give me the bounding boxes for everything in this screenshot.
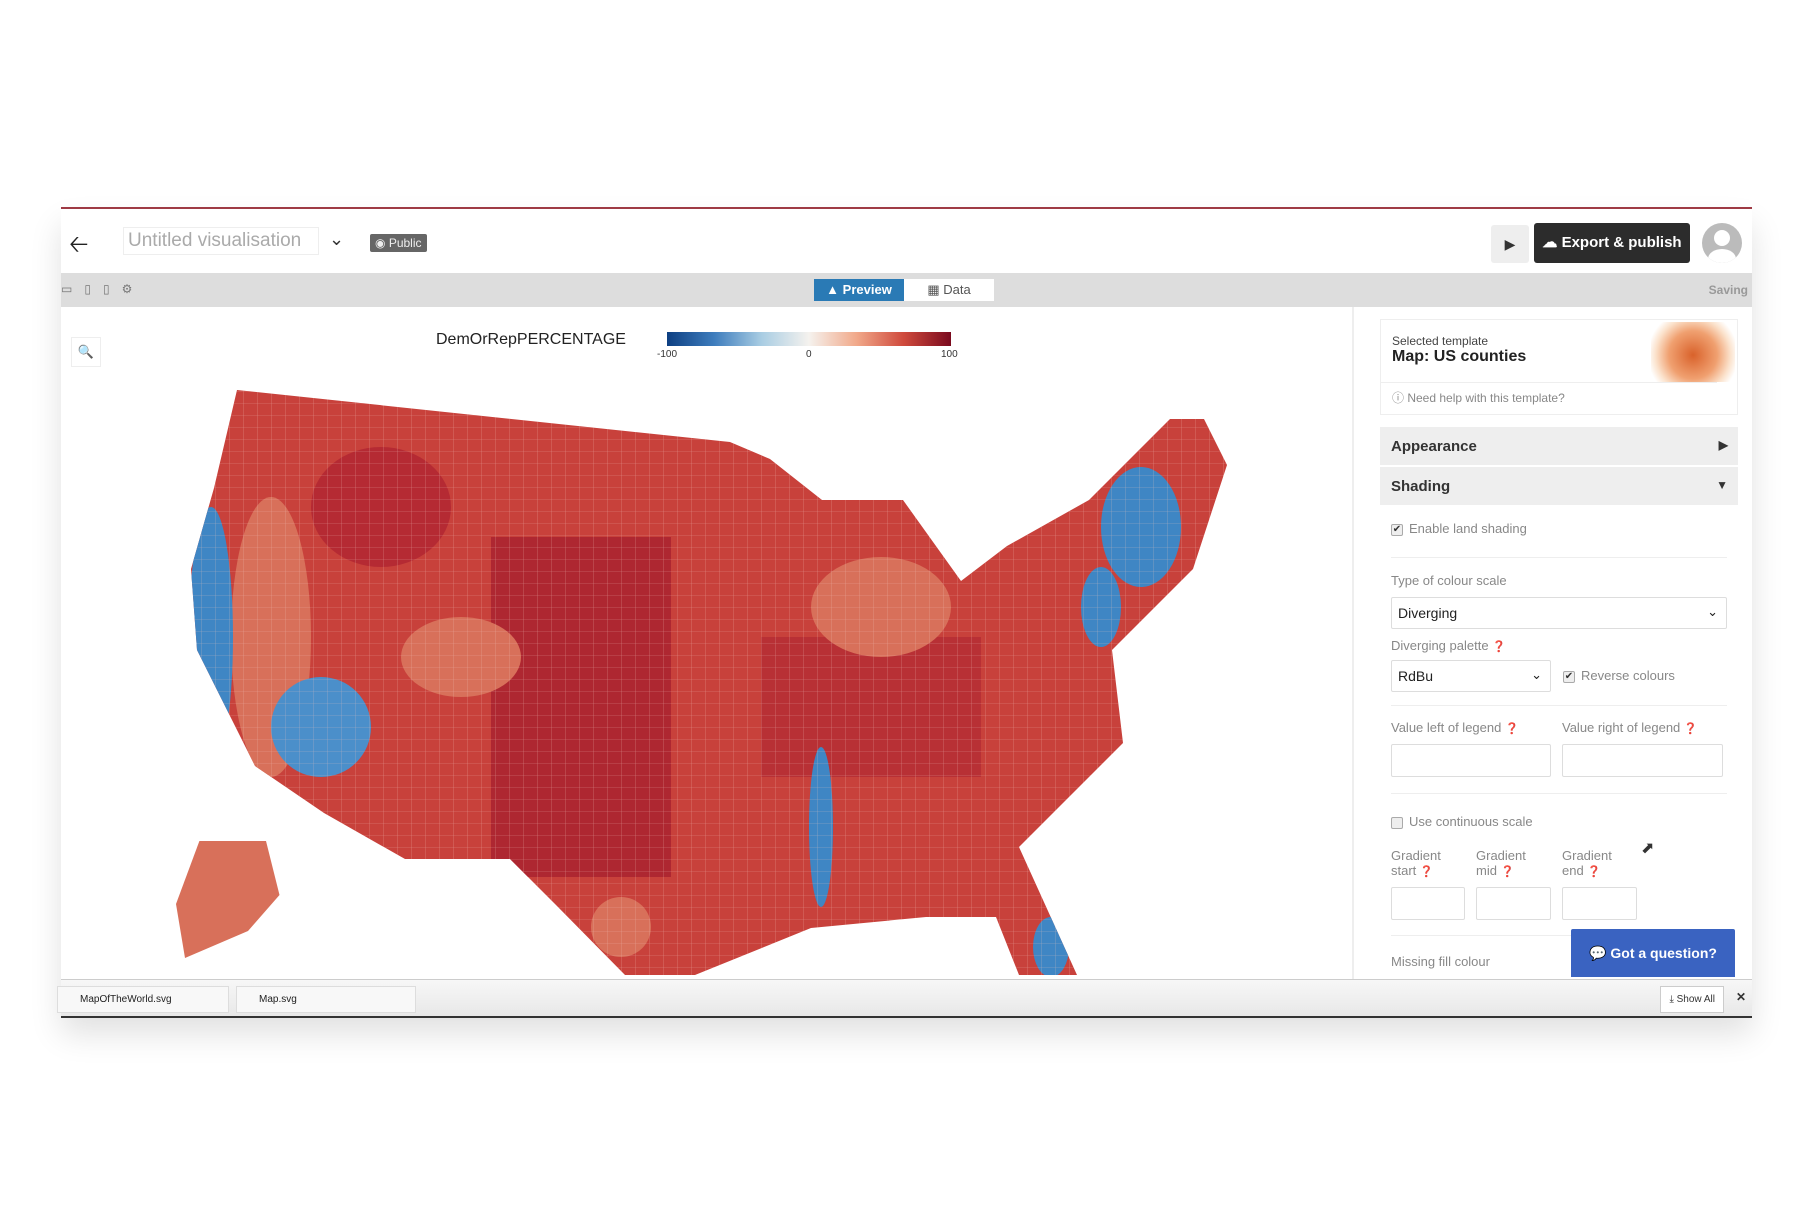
- help-icon[interactable]: ❓: [1419, 866, 1434, 878]
- legend-gradient: [667, 332, 951, 346]
- section-label: Shading: [1391, 478, 1451, 495]
- tablet-icon[interactable]: ▯: [84, 282, 103, 296]
- help-icon[interactable]: ❓: [1504, 723, 1519, 735]
- desktop-icon[interactable]: ▭: [61, 282, 85, 296]
- cloud-upload-icon: ☁: [1542, 234, 1562, 251]
- avatar[interactable]: [1702, 223, 1742, 263]
- alaska: [176, 841, 280, 958]
- tab-preview[interactable]: ▲ Preview: [814, 279, 904, 301]
- visibility-badge[interactable]: ◉ Public: [370, 234, 427, 252]
- divider: [1391, 793, 1727, 794]
- mobile-icon[interactable]: ▯: [102, 282, 122, 296]
- gradient-start-input[interactable]: [1391, 887, 1465, 920]
- chevron-down-icon: ⌄: [1707, 604, 1718, 619]
- visibility-label: Public: [388, 236, 422, 250]
- checkbox[interactable]: [1391, 816, 1403, 829]
- checkbox[interactable]: ✔: [1563, 670, 1575, 683]
- search-icon[interactable]: 🔍: [71, 337, 101, 367]
- section-shading[interactable]: Shading ▼: [1380, 467, 1738, 505]
- help-text: Need help with this template?: [1407, 391, 1565, 405]
- template-card: Selected template Map: US counties ⓘ Nee…: [1380, 319, 1738, 415]
- device-icons: ▭▯▯⚙: [61, 282, 144, 296]
- tab-label: Data: [943, 282, 971, 297]
- value-left-label: Value left of legend ❓: [1391, 720, 1519, 735]
- template-help-link[interactable]: ⓘ Need help with this template?: [1381, 382, 1717, 406]
- export-publish-button[interactable]: ☁ Export & publish: [1534, 223, 1690, 263]
- legend-min: -100: [657, 349, 678, 360]
- value-left-input[interactable]: [1391, 744, 1551, 777]
- info-icon: ⓘ: [1392, 391, 1408, 405]
- caret-down-icon: ▼: [1716, 478, 1728, 492]
- tab-label: Preview: [842, 282, 892, 297]
- download-item[interactable]: MapOfTheWorld.svg: [57, 986, 229, 1013]
- select-value: Diverging: [1398, 605, 1458, 621]
- header: 🡠 Untitled visualisation ⌄ ◉ Public ▶ ☁ …: [61, 209, 1752, 273]
- section-label: Appearance: [1391, 438, 1477, 455]
- gradient-end-label: Gradient end ❓: [1562, 848, 1612, 878]
- help-icon[interactable]: ❓: [1683, 723, 1698, 735]
- palette-select[interactable]: RdBu ⌄: [1391, 660, 1551, 692]
- chat-label: Got a question?: [1610, 945, 1717, 961]
- gradient-end-input[interactable]: [1562, 887, 1637, 920]
- continuous-scale-checkbox[interactable]: Use continuous scale: [1391, 814, 1533, 829]
- divider: [1391, 557, 1727, 558]
- help-icon[interactable]: ❓: [1587, 866, 1602, 878]
- tab-data[interactable]: ▦ Data: [904, 279, 994, 301]
- settings-sidebar: Selected template Map: US counties ⓘ Nee…: [1380, 307, 1752, 979]
- preview-canvas: 🔍 DemOrRepPERCENTAGE -100 0 100: [61, 307, 1354, 979]
- chat-bubble-icon: 💬: [1589, 945, 1611, 961]
- legend-title: DemOrRepPERCENTAGE: [436, 331, 626, 348]
- palette-label: Diverging palette ❓: [1391, 638, 1506, 653]
- colour-scale-select[interactable]: Diverging ⌄: [1391, 597, 1727, 629]
- selected-template-label: Selected template: [1392, 334, 1489, 348]
- reverse-colours-checkbox[interactable]: ✔ Reverse colours: [1563, 668, 1675, 683]
- close-icon[interactable]: ✕: [1735, 990, 1746, 1004]
- select-value: RdBu: [1398, 668, 1434, 684]
- gradient-start-label: Gradient start ❓: [1391, 848, 1441, 878]
- chevron-down-icon: ⌄: [1531, 667, 1542, 682]
- toolbar: ▭▯▯⚙ ▲ Preview ▦ Data Saving: [61, 273, 1752, 307]
- download-item[interactable]: Map.svg: [236, 986, 416, 1013]
- section-appearance[interactable]: Appearance ▶: [1380, 427, 1738, 465]
- gear-icon[interactable]: ⚙: [121, 282, 145, 296]
- checkbox-label: Use continuous scale: [1409, 814, 1533, 829]
- checkbox-label: Enable land shading: [1409, 521, 1527, 536]
- value-right-label: Value right of legend ❓: [1562, 720, 1698, 735]
- show-all-label: Show All: [1676, 994, 1715, 1005]
- colour-scale-label: Type of colour scale: [1391, 573, 1507, 588]
- checkbox[interactable]: ✔: [1391, 523, 1403, 536]
- export-label: Export & publish: [1561, 234, 1682, 251]
- title-input[interactable]: Untitled visualisation: [123, 227, 319, 255]
- download-filename: MapOfTheWorld.svg: [80, 994, 172, 1005]
- us-counties-map[interactable]: [61, 307, 1354, 979]
- play-preview-button[interactable]: ▶: [1491, 225, 1529, 263]
- divider: [1391, 705, 1727, 706]
- chat-button[interactable]: 💬 Got a question?: [1571, 929, 1735, 977]
- divider: [1391, 935, 1727, 936]
- eye-icon: ◉: [375, 236, 389, 250]
- help-icon[interactable]: ❓: [1500, 866, 1515, 878]
- legend-max: 100: [941, 349, 958, 360]
- gradient-mid-input[interactable]: [1476, 887, 1551, 920]
- arrow-left-icon[interactable]: 🡠: [69, 231, 89, 258]
- download-icon: ⤓: [1669, 994, 1677, 1005]
- template-thumbnail[interactable]: [1651, 322, 1735, 382]
- mouse-cursor: ⬈: [1641, 840, 1655, 857]
- app-window: 🡠 Untitled visualisation ⌄ ◉ Public ▶ ☁ …: [57, 207, 1752, 1018]
- show-all-button[interactable]: ⤓ Show All: [1660, 986, 1724, 1013]
- downloads-bar: MapOfTheWorld.svg Map.svg ⤓ Show All ✕: [57, 979, 1752, 1018]
- gradient-mid-label: Gradient mid ❓: [1476, 848, 1526, 878]
- value-right-input[interactable]: [1562, 744, 1723, 777]
- chevron-down-icon[interactable]: ⌄: [329, 229, 345, 249]
- checkbox-label: Reverse colours: [1581, 668, 1675, 683]
- legend-mid: 0: [806, 349, 812, 360]
- help-icon[interactable]: ❓: [1492, 641, 1506, 653]
- missing-fill-label: Missing fill colour: [1391, 954, 1490, 969]
- enable-land-shading-checkbox[interactable]: ✔ Enable land shading: [1391, 521, 1527, 536]
- save-status: Saving: [1708, 283, 1748, 297]
- template-name: Map: US counties: [1392, 348, 1527, 365]
- download-filename: Map.svg: [259, 994, 297, 1005]
- caret-right-icon: ▶: [1718, 438, 1728, 452]
